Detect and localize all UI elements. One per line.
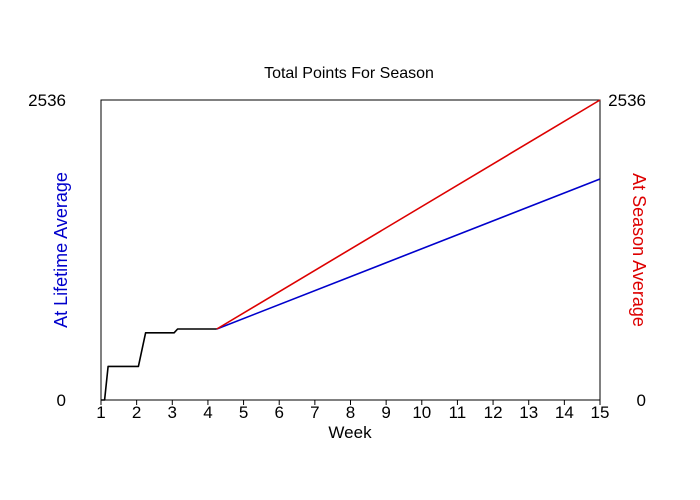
x-tick-label: 10 bbox=[412, 403, 431, 422]
x-tick-label: 1 bbox=[96, 403, 105, 422]
series-line-actual bbox=[101, 328, 217, 401]
series-line-lifetime bbox=[216, 178, 601, 330]
y-tick-label-left: 2536 bbox=[28, 91, 66, 110]
x-axis-label: Week bbox=[328, 423, 372, 442]
x-tick-label: 7 bbox=[310, 403, 319, 422]
x-tick-label: 13 bbox=[519, 403, 538, 422]
series-line-season bbox=[216, 99, 601, 330]
x-axis-ticks: 1 2 3 4 5 6 7 8 9 10 11 12 13 14 15 bbox=[96, 400, 609, 422]
y-axis-ticks: 0 0 2536 2536 bbox=[28, 91, 646, 410]
x-tick-label: 4 bbox=[203, 403, 212, 422]
y-tick-label-right: 2536 bbox=[608, 91, 646, 110]
x-tick-label: 14 bbox=[555, 403, 574, 422]
x-tick-label: 5 bbox=[239, 403, 248, 422]
y-tick-label-left: 0 bbox=[57, 391, 66, 410]
x-tick-label: 9 bbox=[381, 403, 390, 422]
x-tick-label: 3 bbox=[168, 403, 177, 422]
x-tick-label: 12 bbox=[484, 403, 503, 422]
y-axis-label-left: At Lifetime Average bbox=[51, 172, 71, 328]
x-tick-label: 2 bbox=[132, 403, 141, 422]
x-tick-label: 8 bbox=[346, 403, 355, 422]
x-tick-label: 6 bbox=[274, 403, 283, 422]
series-layer bbox=[101, 99, 601, 401]
chart-title: Total Points For Season bbox=[264, 65, 434, 82]
x-tick-label: 15 bbox=[591, 403, 610, 422]
y-axis-label-right: At Season Average bbox=[629, 173, 649, 327]
x-tick-label: 11 bbox=[449, 403, 467, 422]
y-tick-label-right: 0 bbox=[637, 391, 646, 410]
